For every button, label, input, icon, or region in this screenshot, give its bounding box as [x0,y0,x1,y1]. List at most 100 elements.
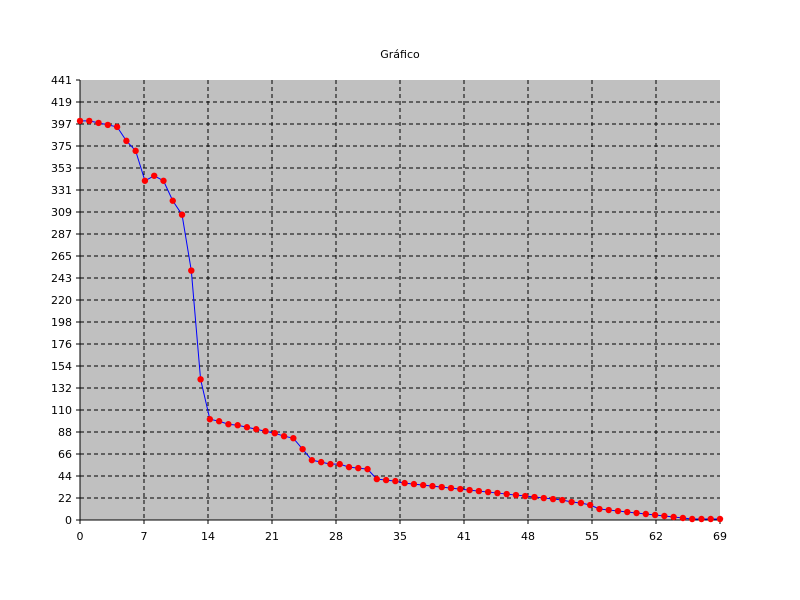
data-point [707,515,714,523]
data-point [373,475,381,483]
y-tick-label: 265 [51,250,72,263]
data-point [512,491,520,499]
data-point [141,177,149,184]
data-point [457,485,464,493]
data-point [225,421,232,428]
y-tick-label: 353 [51,162,72,175]
y-tick-label: 198 [51,316,72,329]
data-point [345,463,353,471]
x-tick-label: 0 [77,530,84,543]
series-markers [76,117,724,523]
y-tick-label: 22 [58,492,72,505]
x-tick-label: 55 [585,530,599,543]
data-point [679,514,687,522]
y-tick-label: 309 [51,206,72,219]
data-point [531,493,538,501]
data-point [253,426,260,433]
data-point [651,511,659,519]
x-tick-label: 7 [141,530,148,543]
y-tick-label: 154 [51,360,72,373]
data-point [308,456,316,464]
data-point [234,422,241,429]
data-point [559,496,566,504]
data-point [243,424,251,431]
data-point [104,121,112,129]
data-point [262,428,269,435]
y-tick-label: 110 [51,404,72,417]
series-line-group [80,120,720,520]
data-point [642,510,649,518]
data-point [215,418,223,425]
data-point [419,481,427,489]
series-line [80,120,720,520]
data-point [410,480,418,488]
data-point [503,490,510,498]
data-point [280,432,288,440]
x-tick-label: 41 [457,530,471,543]
y-tick-label: 0 [65,514,72,527]
y-tick-label: 331 [51,184,72,197]
data-point [633,509,640,517]
grid-lines [80,80,720,520]
data-point [188,267,195,274]
data-point [151,172,158,179]
data-point [382,476,390,484]
y-tick-label: 220 [51,294,72,307]
data-point [466,486,473,494]
x-tick-label: 35 [393,530,407,543]
y-tick-label: 419 [51,96,72,109]
data-point [86,117,93,125]
data-point [336,460,343,468]
data-point [197,376,204,383]
data-point [364,465,371,473]
data-point [624,508,631,516]
data-point [132,147,139,155]
data-point [614,507,622,515]
data-point [475,487,483,495]
y-tick-label: 375 [51,140,72,153]
data-point [392,477,399,485]
y-tick-label: 132 [51,382,72,395]
data-point [716,515,724,523]
data-point [271,430,278,437]
y-tick-label: 88 [58,426,72,439]
data-point [355,464,362,472]
data-point [76,117,84,125]
x-tick-label: 28 [329,530,343,543]
x-tick-label: 48 [521,530,535,543]
y-tick-label: 397 [51,118,72,131]
x-tick-label: 69 [713,530,727,543]
data-point [299,445,306,453]
data-point [160,177,167,184]
axes [76,79,721,524]
data-point [317,458,325,466]
data-point [429,482,436,490]
data-point [438,483,445,491]
data-point [586,501,594,509]
y-tick-label: 176 [51,338,72,351]
x-tick-label: 21 [265,530,279,543]
data-point [596,505,603,513]
data-point [95,119,102,127]
data-point [123,137,130,145]
data-point [484,488,492,496]
y-tick-label: 441 [51,74,72,87]
data-point [169,197,176,204]
data-point [494,489,501,497]
data-point [522,492,529,500]
data-point [401,479,408,487]
data-point [568,498,575,506]
data-point [206,416,214,423]
data-point [540,494,547,502]
x-tick-label: 62 [649,530,663,543]
x-tick-label: 14 [201,530,215,543]
data-point [447,484,455,492]
y-tick-labels: 0 22 44 66 88 110 132 154 176 198 220 243 265 287 309 3… [51,74,72,527]
data-point [661,512,668,520]
data-point [178,211,186,218]
data-point [327,460,334,468]
data-point [605,506,612,514]
y-tick-label: 44 [58,470,72,483]
data-point [688,515,696,523]
